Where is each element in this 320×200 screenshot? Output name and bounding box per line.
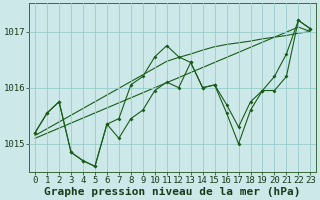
X-axis label: Graphe pression niveau de la mer (hPa): Graphe pression niveau de la mer (hPa) [44,186,301,197]
